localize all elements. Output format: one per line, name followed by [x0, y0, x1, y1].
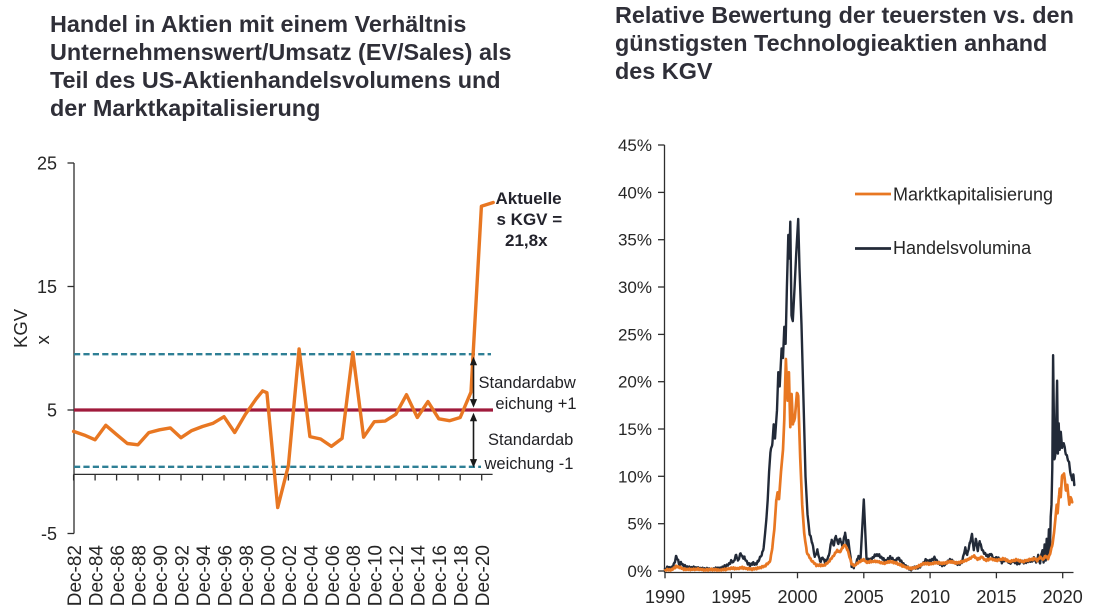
- svg-text:25%: 25%: [618, 325, 652, 344]
- svg-text:2000: 2000: [777, 587, 817, 607]
- svg-text:40%: 40%: [618, 183, 652, 202]
- svg-text:2005: 2005: [844, 587, 884, 607]
- svg-text:2010: 2010: [910, 587, 950, 607]
- svg-text:5%: 5%: [627, 515, 652, 534]
- svg-text:15%: 15%: [618, 420, 652, 439]
- svg-text:Dec-06: Dec-06: [323, 545, 344, 606]
- svg-text:35%: 35%: [618, 231, 652, 250]
- svg-text:Dec-20: Dec-20: [473, 545, 494, 606]
- svg-text:1990: 1990: [645, 587, 685, 607]
- svg-text:1995: 1995: [711, 587, 751, 607]
- svg-text:45%: 45%: [618, 136, 652, 155]
- svg-text:Marktkapitalisierung: Marktkapitalisierung: [893, 185, 1053, 205]
- svg-text:Dec-00: Dec-00: [258, 545, 279, 606]
- svg-text:Dec-92: Dec-92: [172, 545, 193, 606]
- svg-text:Dec-86: Dec-86: [108, 545, 129, 606]
- svg-text:30%: 30%: [618, 278, 652, 297]
- svg-text:Handelsvolumina: Handelsvolumina: [893, 238, 1032, 258]
- svg-text:x: x: [32, 335, 53, 345]
- svg-text:Dec-82: Dec-82: [65, 545, 86, 606]
- svg-text:20%: 20%: [618, 373, 652, 392]
- svg-text:Dec-84: Dec-84: [87, 545, 108, 607]
- svg-text:25: 25: [37, 153, 57, 173]
- svg-text:Dec-16: Dec-16: [430, 545, 451, 606]
- svg-text:Dec-94: Dec-94: [194, 545, 215, 607]
- svg-text:15: 15: [37, 277, 57, 297]
- svg-text:Dec-14: Dec-14: [409, 545, 430, 607]
- svg-text:5: 5: [47, 400, 57, 420]
- svg-text:2020: 2020: [1043, 587, 1083, 607]
- svg-text:2015: 2015: [976, 587, 1016, 607]
- svg-text:Dec-10: Dec-10: [366, 545, 387, 606]
- svg-text:0%: 0%: [627, 562, 652, 581]
- svg-text:Dec-08: Dec-08: [344, 545, 365, 606]
- svg-text:-5: -5: [41, 524, 57, 544]
- svg-text:Dec-04: Dec-04: [301, 545, 322, 607]
- svg-text:Dec-96: Dec-96: [215, 545, 236, 606]
- svg-text:Dec-12: Dec-12: [387, 545, 408, 606]
- svg-text:10%: 10%: [618, 467, 652, 486]
- svg-text:KGV: KGV: [10, 308, 31, 348]
- svg-text:Dec-02: Dec-02: [280, 545, 301, 606]
- svg-text:Dec-18: Dec-18: [452, 545, 473, 606]
- svg-text:Dec-88: Dec-88: [129, 545, 150, 606]
- svg-text:Dec-98: Dec-98: [237, 545, 258, 606]
- svg-text:Dec-90: Dec-90: [151, 545, 172, 606]
